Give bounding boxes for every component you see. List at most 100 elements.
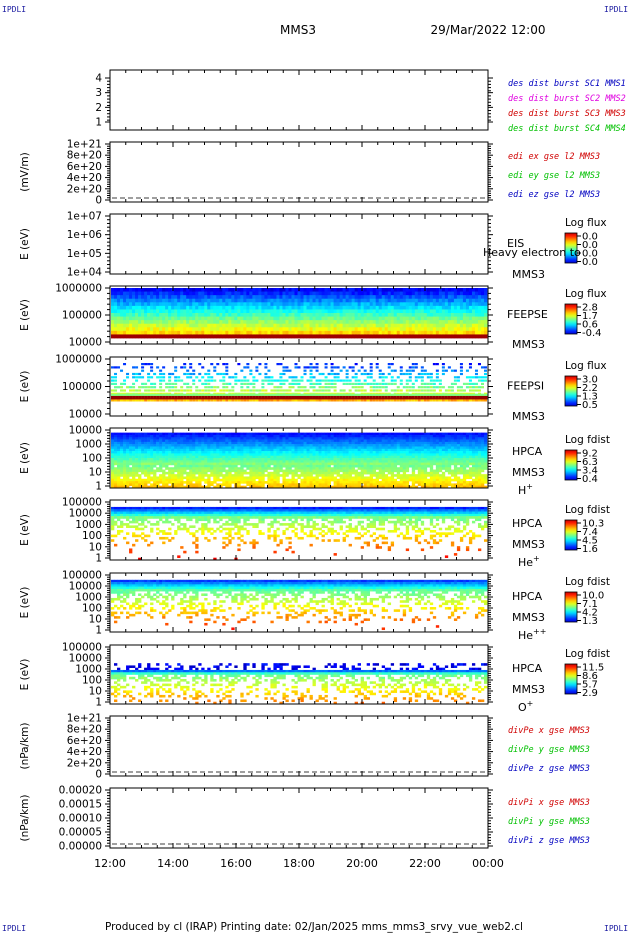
spectrogram-cell [450,334,455,339]
spectrogram-cell [279,295,283,300]
spectrogram-cell [165,467,169,470]
spectrogram-cell [276,458,280,461]
spectrogram-cell [156,453,160,456]
spectrogram-cell [213,432,217,436]
spectrogram-cell [252,309,256,314]
spectrogram-cell [252,316,256,321]
spectrogram-cell [135,395,139,400]
spectrogram-cell [342,389,346,392]
spectrogram-cell [360,395,365,400]
spectrogram-cell [228,448,232,452]
spectrogram-cell [201,389,205,392]
spectrogram-cell [330,305,334,310]
spectrogram-cell [123,448,127,452]
spectrogram-cell [255,444,259,447]
spectrogram-cell [234,451,238,454]
spectrogram-cell [273,327,277,332]
spectrogram-cell [129,458,133,461]
spectrogram-cell [195,444,199,447]
spectrogram-cell [222,393,226,397]
spectrogram-cell [198,483,202,486]
spectrogram-cell [246,448,250,452]
spectrogram-cell [162,453,166,456]
spectrogram-cell [426,399,430,402]
spectrogram-cell [111,460,115,463]
spectrogram-cell [300,295,304,300]
spectrogram-cell [225,327,229,332]
spectrogram-cell [219,462,223,466]
spectrogram-cell [150,434,154,438]
spectrogram-cell [330,330,334,335]
spectrogram-cell [249,448,253,452]
spectrogram-cell [258,448,262,452]
spectrogram-cell [447,330,452,335]
spectrogram-cell [144,439,148,443]
spectrogram-cell [453,320,458,325]
spectrogram-cell [228,444,232,447]
spectrogram-cell [231,395,235,400]
spectrogram-cell [282,305,286,310]
spectrogram-cell [324,334,328,339]
spectrogram-cell [429,316,434,321]
spectrogram-cell [156,393,160,397]
spectrogram-cell [282,483,286,486]
spectrogram-cell [216,316,220,321]
spectrogram-cell [111,302,115,307]
spectrogram-cell [222,316,226,321]
spectrogram-cell [441,372,445,376]
spectrogram-cell [354,363,358,366]
spectrogram-cell [114,455,118,459]
spectrogram-cell [303,483,307,486]
spectrogram-cell [282,291,286,296]
spectrogram-cell [216,320,220,325]
spectrogram-cell [210,393,214,397]
spectrogram-cell [135,379,139,382]
spectrogram-cell [252,323,256,328]
spectrogram-cell [132,288,136,292]
spectrogram-cell [222,437,226,440]
spectrogram-cell [210,446,214,450]
spectrogram-cell [270,395,274,400]
spectrogram-cell [345,309,350,314]
spectrogram-cell [273,320,277,325]
spectrogram-cell [213,302,217,307]
spectrogram-cell [270,462,274,466]
spectrogram-cell [387,372,391,376]
spectrogram-cell [111,382,115,385]
spectrogram-cell [285,302,289,307]
spectrogram-cell [282,393,286,397]
spectrogram-cell [462,393,467,397]
spectrogram-cell [246,291,250,296]
spectrogram-cell [381,288,386,292]
spectrogram-cell [405,295,410,300]
spectrogram-cell [156,334,160,339]
spectrogram-cell [177,323,181,328]
spectrogram-cell [309,460,313,463]
spectrogram-cell [207,451,211,454]
spectrogram-cell [288,434,292,438]
spectrogram-cell [177,476,181,480]
spectrogram-cell [225,291,229,296]
spectrogram-cell [297,309,301,314]
spectrogram-cell [258,313,262,317]
spectrogram-cell [255,441,259,445]
spectrogram-cell [177,302,181,307]
spectrogram-cell [243,441,247,445]
spectrogram-cell [126,334,130,339]
spectrogram-cell [372,327,377,332]
spectrogram-cell [240,316,244,321]
spectrogram-cell [132,485,136,489]
spectrogram-cell [153,485,157,489]
spectrogram-cell [300,437,304,440]
spectrogram-cell [255,395,259,400]
spectrogram-cell [198,467,202,470]
spectrogram-cell [210,298,214,303]
spectrogram-cell [336,323,341,328]
spectrogram-cell [276,478,280,482]
spectrogram-cell [180,313,184,317]
spectrogram-cell [249,485,253,489]
spectrogram-cell [222,478,226,482]
spectrogram-cell [213,434,217,438]
spectrogram-cell [429,393,434,397]
spectrogram-cell [132,295,136,300]
